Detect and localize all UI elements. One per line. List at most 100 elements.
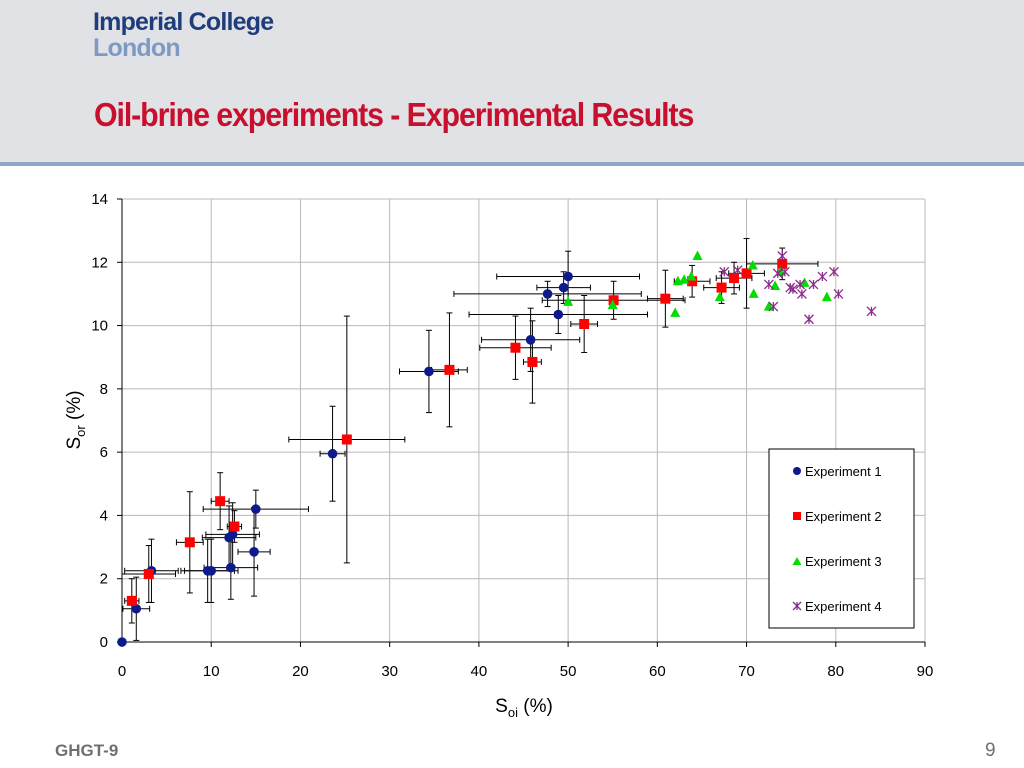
axes: [121, 199, 925, 643]
experiment-2-point: [608, 295, 619, 306]
x-tick-label: 90: [917, 663, 934, 680]
logo-line-2: London: [93, 34, 181, 62]
experiment-2-point: [729, 273, 740, 284]
experiment-2-point: [660, 293, 671, 304]
experiment-1-point: [327, 448, 338, 459]
experiment-2-point: [741, 268, 752, 279]
experiment-4-point: [732, 265, 743, 276]
imperial-college-logo: Imperial College London: [93, 10, 274, 62]
slide-header: [0, 0, 1024, 162]
legend-marker-experiment-4: [792, 601, 802, 611]
y-axis-title-sub: or: [73, 425, 88, 437]
experiment-3-point: [747, 259, 758, 270]
y-tick-label: 6: [100, 444, 108, 461]
y-tick-label: 12: [91, 254, 108, 271]
experiment-3-point: [563, 296, 574, 306]
x-tick-label: 60: [649, 663, 666, 680]
experiment-3-point: [686, 271, 697, 281]
experiment-2-point: [716, 282, 727, 293]
tick-labels: 0 10 20 30 40 50 60 70 80 90 0 2 4 6 8 10 12 14: [91, 191, 933, 680]
experiment-1-point: [117, 637, 127, 647]
experiment-4-point: [804, 314, 814, 325]
x-tick-label: 40: [471, 663, 488, 680]
error-bars: [121, 238, 819, 641]
experiment-2-point: [229, 521, 240, 532]
experiment-2-point: [341, 434, 352, 445]
experiment-2-point: [579, 318, 590, 329]
experiment-1-point: [226, 562, 236, 573]
experiment-4-point: [768, 301, 779, 312]
experiment-3-point: [799, 277, 810, 287]
legend-label-experiment-4: Experiment 4: [805, 599, 882, 614]
x-tick-label: 50: [560, 663, 577, 680]
experiment-1-point: [424, 366, 434, 377]
legend-label-experiment-3: Experiment 3: [805, 554, 882, 569]
header-divider: [0, 162, 1024, 166]
legend-marker-experiment-1: [793, 467, 801, 475]
y-axis-title-unit: (%): [64, 390, 85, 425]
x-axis-title-sub: oi: [508, 705, 518, 720]
experiment-3-point: [692, 250, 703, 260]
experiment-1-point: [206, 566, 217, 576]
experiment-1-point: [249, 547, 259, 557]
experiment-2-point: [510, 342, 521, 353]
experiment-3-point: [821, 291, 832, 302]
x-tick-label: 30: [381, 663, 398, 680]
x-tick-label: 80: [827, 663, 844, 680]
experiment-4-point: [808, 279, 819, 290]
y-tick-label: 8: [100, 381, 108, 398]
y-axis-title-main: S: [64, 437, 85, 450]
experiment-1-point: [542, 289, 553, 299]
y-axis-title: Sor (%): [64, 390, 88, 449]
experiment-1-point: [563, 271, 573, 282]
experiment-2-point: [143, 568, 154, 579]
y-tick-label: 4: [100, 507, 108, 524]
y-tick-label: 0: [100, 634, 108, 651]
experiment-4-point: [866, 306, 877, 317]
experiment-1-point: [558, 282, 569, 293]
x-tick-label: 10: [203, 663, 220, 680]
experiment-2-point: [527, 356, 538, 367]
experiment-4-point: [779, 266, 790, 277]
experiment-1-point: [131, 603, 142, 614]
legend-marker-experiment-3: [792, 557, 802, 565]
experiment-1-point: [251, 504, 261, 514]
experiment-4-point: [787, 284, 798, 295]
experiment-4-point: [796, 288, 807, 299]
legend-label-experiment-1: Experiment 1: [805, 464, 882, 479]
x-tick-label: 0: [118, 663, 126, 680]
page-number: 9: [985, 740, 996, 761]
experiment-2-point: [444, 364, 455, 375]
y-tick-label: 10: [91, 318, 108, 335]
x-axis-title-unit: (%): [518, 696, 553, 717]
experiment-2-point: [215, 496, 226, 507]
experiment-3-point: [679, 274, 690, 284]
experiment-4-point: [777, 250, 788, 261]
footer-conference-label: GHGT-9: [55, 741, 119, 760]
experiment-4-point: [833, 288, 844, 299]
experiment-1-point: [525, 335, 536, 345]
experiment-2-point: [126, 595, 137, 606]
experiment-1-point: [227, 529, 238, 540]
experiment-2-point: [184, 537, 195, 548]
legend-box: [768, 448, 915, 629]
x-tick-label: 70: [738, 663, 755, 680]
legend-label-experiment-2: Experiment 2: [805, 509, 882, 524]
experiment-3-point: [607, 299, 618, 310]
x-tick-label: 20: [292, 663, 309, 680]
experiment-2-point: [777, 258, 788, 269]
y-tick-label: 14: [91, 191, 108, 208]
experiment-4-point: [763, 279, 774, 290]
experiment-3-point: [748, 288, 759, 298]
legend-marker-experiment-2: [793, 512, 801, 520]
experiment-4-point: [817, 271, 828, 282]
experiment-4-point: [829, 266, 839, 277]
slide-title: Oil-brine experiments - Experimental Res…: [94, 96, 694, 133]
experiment-3-point: [714, 291, 725, 302]
experiment-1-point: [553, 309, 564, 320]
experiment-2-point: [687, 276, 698, 287]
experiment-4-point: [719, 266, 730, 277]
data-points: [117, 250, 877, 647]
x-axis-title-main: S: [495, 696, 508, 717]
